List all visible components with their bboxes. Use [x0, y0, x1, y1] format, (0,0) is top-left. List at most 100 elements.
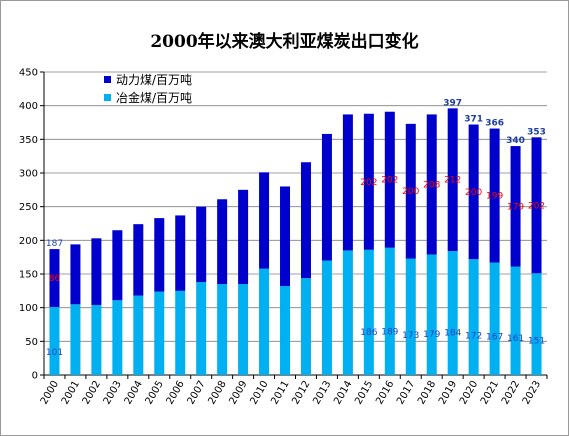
bar-thermal	[426, 114, 437, 255]
x-tick-label: 2007	[186, 379, 208, 407]
data-label-thermal: 208	[423, 180, 440, 190]
bar-thermal	[259, 172, 270, 269]
legend-label-metallurgical: 冶金煤/百万吨	[116, 90, 192, 105]
bar-thermal	[300, 162, 311, 279]
x-tick-label: 2011	[269, 379, 291, 407]
x-tick-label: 2010	[248, 379, 270, 407]
bar-thermal	[468, 124, 479, 260]
chart-title: 2000年以来澳大利亚煤炭出口变化	[150, 32, 419, 52]
y-tick-label: 400	[19, 101, 38, 112]
data-label-metallurgical: 184	[444, 329, 461, 339]
data-label-total: 397	[443, 98, 462, 108]
x-tick-label: 2008	[206, 379, 228, 407]
gridlines	[44, 71, 547, 376]
legend-label-thermal: 动力煤/百万吨	[116, 73, 192, 87]
x-tick-label: 2000	[39, 379, 61, 407]
x-tick-label: 2002	[81, 379, 103, 407]
bar-metallurgical	[91, 304, 102, 375]
bar-metallurgical	[154, 291, 165, 375]
data-label-total: 366	[485, 119, 504, 129]
bar-thermal	[405, 123, 416, 259]
data-label-metallurgical: 179	[423, 330, 440, 340]
data-label-metallurgical: 101	[46, 348, 63, 358]
x-tick-label: 2016	[374, 379, 396, 407]
data-label-thermal: 199	[486, 192, 503, 202]
bar-thermal	[384, 111, 395, 248]
x-tick-label: 2012	[290, 379, 312, 407]
bar-metallurgical	[175, 290, 186, 375]
bar-metallurgical	[531, 273, 542, 375]
bar-metallurgical	[321, 260, 332, 375]
bar-thermal	[489, 128, 500, 263]
legend-swatch-metallurgical	[104, 94, 111, 101]
data-label-total: 340	[506, 136, 525, 146]
bar-thermal	[280, 186, 291, 287]
bar-metallurgical	[70, 304, 81, 375]
bar-metallurgical	[363, 249, 374, 375]
data-label-thermal: 179	[507, 202, 524, 212]
bar-metallurgical	[217, 284, 228, 375]
bar-thermal	[133, 224, 144, 296]
data-label-total: 371	[464, 115, 483, 125]
bar-metallurgical	[342, 250, 353, 375]
y-tick-label: 150	[19, 270, 38, 281]
x-tick-label: 2014	[332, 379, 354, 407]
bar-thermal	[531, 137, 542, 274]
data-label-metallurgical: 172	[465, 331, 482, 341]
bar-metallurgical	[238, 284, 249, 375]
bar-thermal	[238, 189, 249, 285]
bar-thermal	[196, 206, 207, 283]
data-label-metallurgical: 167	[486, 333, 503, 343]
data-label-total: 187	[46, 239, 63, 249]
data-label-metallurgical: 151	[528, 336, 545, 346]
bar-metallurgical	[49, 306, 60, 375]
bar-thermal	[217, 199, 228, 285]
bar-thermal	[321, 133, 332, 261]
x-tick-label: 2009	[227, 379, 249, 407]
bar-thermal	[363, 113, 374, 250]
bar-metallurgical	[280, 286, 291, 375]
bar-metallurgical	[133, 295, 144, 375]
data-label-total: 353	[527, 127, 546, 137]
bar-thermal	[91, 238, 102, 305]
bar-metallurgical	[426, 254, 437, 375]
y-tick-label: 0	[32, 371, 38, 382]
legend-swatch-thermal	[104, 76, 111, 83]
bar-metallurgical	[510, 266, 521, 375]
bar-metallurgical	[489, 262, 500, 375]
bar-thermal	[447, 108, 458, 252]
x-tick-label: 2001	[60, 379, 82, 407]
bar-metallurgical	[405, 258, 416, 375]
data-label-metallurgical: 186	[360, 328, 377, 338]
y-tick-label: 100	[19, 303, 38, 314]
x-tick-label: 2017	[395, 379, 417, 407]
x-tick-label: 2020	[458, 379, 480, 407]
bar-metallurgical	[196, 282, 207, 375]
data-label-thermal: 212	[444, 176, 461, 186]
x-tick-label: 2018	[416, 379, 438, 407]
x-tick-label: 2013	[311, 379, 333, 407]
x-tick-label: 2023	[521, 379, 543, 407]
x-tick-label: 2005	[144, 379, 166, 407]
data-label-thermal: 86	[49, 274, 61, 284]
y-tick-label: 200	[19, 236, 38, 247]
x-tick-label: 2004	[123, 379, 145, 407]
y-tick-label: 450	[19, 68, 38, 79]
data-label-thermal: 202	[360, 178, 377, 188]
data-label-metallurgical: 161	[507, 334, 524, 344]
legend: 动力煤/百万吨 冶金煤/百万吨	[104, 73, 192, 105]
bar-metallurgical	[447, 251, 458, 375]
x-tick-label: 2022	[500, 379, 522, 407]
y-tick-label: 300	[19, 169, 38, 180]
x-tick-label: 2019	[437, 379, 459, 407]
data-label-thermal: 202	[528, 201, 545, 211]
bar-thermal	[112, 230, 123, 301]
bar-thermal	[342, 114, 353, 251]
bar-metallurgical	[468, 259, 479, 375]
x-tick-label: 2006	[165, 379, 187, 407]
data-label-thermal: 200	[465, 188, 482, 198]
bars	[49, 108, 542, 375]
bar-metallurgical	[300, 278, 311, 375]
bar-metallurgical	[112, 300, 123, 375]
